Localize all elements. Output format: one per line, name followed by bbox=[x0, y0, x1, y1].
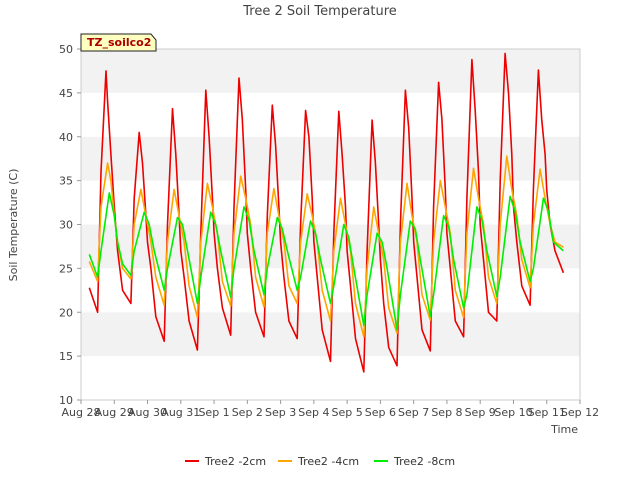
legend-label-0: Tree2 -2cm bbox=[204, 455, 266, 468]
x-tick-label: Aug 28 bbox=[62, 406, 101, 419]
series-line-2 bbox=[88, 192, 564, 331]
x-axis-label: Time bbox=[550, 423, 578, 436]
x-tick-label: Sep 9 bbox=[465, 406, 496, 419]
series-lines bbox=[88, 52, 565, 373]
grid-band bbox=[81, 180, 580, 225]
chart-title: Tree 2 Soil Temperature bbox=[242, 4, 397, 19]
x-tick-label: Sep 6 bbox=[365, 406, 396, 419]
y-tick-label: 45 bbox=[59, 87, 73, 100]
grid-band bbox=[81, 224, 580, 269]
y-tick-label: 35 bbox=[59, 175, 73, 188]
x-tick-label: Sep 7 bbox=[398, 406, 429, 419]
legend-label-1: Tree2 -4cm bbox=[297, 455, 359, 468]
x-tick-label: Sep 5 bbox=[332, 406, 363, 419]
y-axis-label: Soil Temperature (C) bbox=[7, 169, 20, 282]
y-tick-label: 40 bbox=[59, 131, 73, 144]
x-tick-label: Sep 8 bbox=[431, 406, 462, 419]
grid-band bbox=[81, 49, 580, 93]
y-tick-label: 25 bbox=[59, 262, 73, 275]
y-tick-label: 15 bbox=[59, 350, 73, 363]
y-tick-label: 10 bbox=[59, 394, 73, 407]
y-tick-label: 20 bbox=[59, 306, 73, 319]
grid-band bbox=[81, 92, 580, 137]
grid-band bbox=[81, 356, 580, 400]
legend-label-2: Tree2 -8cm bbox=[393, 455, 455, 468]
x-tick-label: Sep 10 bbox=[494, 406, 532, 419]
y-tick-label: 30 bbox=[59, 219, 73, 232]
x-tick-label: Sep 3 bbox=[265, 406, 296, 419]
x-tick-label: Sep 11 bbox=[528, 406, 566, 419]
x-tick-label: Aug 30 bbox=[128, 406, 167, 419]
y-tick-label: 50 bbox=[59, 43, 73, 56]
x-tick-label: Sep 4 bbox=[298, 406, 329, 419]
x-tick-label: Sep 1 bbox=[198, 406, 229, 419]
x-tick-label: Aug 29 bbox=[95, 406, 134, 419]
annotation-box: TZ_soilco2 bbox=[80, 33, 157, 52]
legend: Tree2 -2cm Tree2 -4cm Tree2 -8cm bbox=[185, 455, 455, 468]
x-tick-label: Sep 2 bbox=[232, 406, 263, 419]
grid-band bbox=[81, 136, 580, 181]
series-line-0 bbox=[88, 52, 565, 373]
x-tick-label: Aug 31 bbox=[161, 406, 200, 419]
x-tick-label: Sep 12 bbox=[561, 406, 599, 419]
y-axis: 10 15 20 25 30 35 40 45 50 bbox=[59, 43, 81, 407]
annotation-label: TZ_soilco2 bbox=[87, 36, 151, 49]
